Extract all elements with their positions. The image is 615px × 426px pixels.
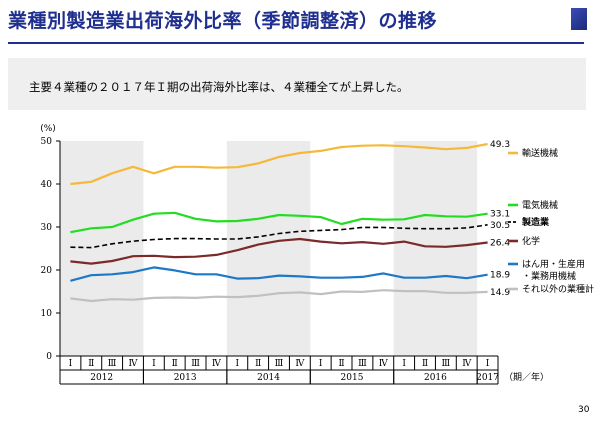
- quarter-label: Ⅰ: [69, 359, 73, 369]
- series-line: [70, 224, 488, 249]
- x-axis-unit: （期／年）: [504, 371, 549, 383]
- quarter-label: Ⅱ: [339, 359, 345, 369]
- y-tick-label: 50: [41, 137, 53, 147]
- series-line: [70, 237, 488, 265]
- end-value-label: 30.5: [490, 221, 510, 231]
- legend-label: 電気機械: [522, 199, 558, 211]
- quarter-label: Ⅳ: [295, 359, 305, 369]
- legend-label: 化学: [522, 235, 540, 247]
- legend-label: 輸送機械: [522, 147, 558, 159]
- end-value-label: 33.1: [490, 210, 510, 220]
- quarter-label: Ⅰ: [152, 359, 156, 369]
- year-shade-2012: [60, 141, 144, 356]
- summary-text: 主要４業種の２０１７年Ｉ期の出荷海外比率は、４業種全てが上昇した。: [29, 80, 409, 94]
- year-label: 2013: [174, 373, 197, 383]
- quarter-label: Ⅱ: [255, 359, 261, 369]
- year-shade-2014: [226, 141, 311, 356]
- end-value-label: 49.3: [490, 140, 510, 150]
- legend-label: ・業務用機械: [522, 270, 576, 282]
- end-value-label: 26.4: [490, 238, 510, 248]
- end-value-label: 14.9: [490, 288, 510, 298]
- y-tick-label: 20: [41, 266, 53, 276]
- year-label: 2012: [90, 373, 113, 383]
- y-tick-label: 40: [41, 180, 53, 190]
- year-label: 2015: [341, 373, 364, 383]
- series-line: [70, 289, 488, 303]
- legend-label: 製造業: [521, 216, 550, 228]
- legend-label: それ以外の業種計: [522, 283, 594, 295]
- title-divider: [8, 42, 584, 44]
- year-shade-2016: [393, 141, 478, 356]
- page-number: 30: [578, 405, 590, 415]
- series-line: [70, 211, 488, 234]
- quarter-label: Ⅰ: [402, 359, 406, 369]
- legend-label: はん用・生産用: [522, 258, 585, 270]
- quarter-label: Ⅲ: [108, 359, 117, 369]
- y-tick-label: 10: [41, 309, 53, 319]
- page-title: 業種別製造業出荷海外比率（季節調整済）の推移: [8, 10, 438, 32]
- y-tick-label: 0: [46, 352, 52, 362]
- quarter-label: Ⅰ: [236, 359, 240, 369]
- series-line: [70, 266, 488, 282]
- quarter-label: Ⅳ: [212, 359, 222, 369]
- year-label: 2017: [476, 373, 499, 383]
- quarter-label: Ⅱ: [422, 359, 428, 369]
- y-tick-label: 30: [41, 223, 53, 233]
- quarter-label: Ⅳ: [129, 359, 139, 369]
- quarter-label: Ⅰ: [319, 359, 323, 369]
- quarter-label: Ⅳ: [379, 359, 389, 369]
- quarter-label: Ⅳ: [462, 359, 472, 369]
- y-axis-unit: (%): [40, 124, 56, 134]
- quarter-label: Ⅲ: [275, 359, 284, 369]
- quarter-label: Ⅲ: [358, 359, 367, 369]
- series-line: [70, 142, 488, 186]
- end-value-label: 18.9: [490, 271, 510, 281]
- corner-decoration: [571, 8, 587, 30]
- year-label: 2014: [257, 373, 280, 383]
- quarter-label: Ⅱ: [172, 359, 178, 369]
- year-label: 2016: [424, 373, 447, 383]
- quarter-label: Ⅰ: [486, 359, 490, 369]
- summary-box: [8, 58, 586, 110]
- quarter-label: Ⅲ: [191, 359, 200, 369]
- quarter-label: Ⅲ: [442, 359, 451, 369]
- quarter-label: Ⅱ: [88, 359, 94, 369]
